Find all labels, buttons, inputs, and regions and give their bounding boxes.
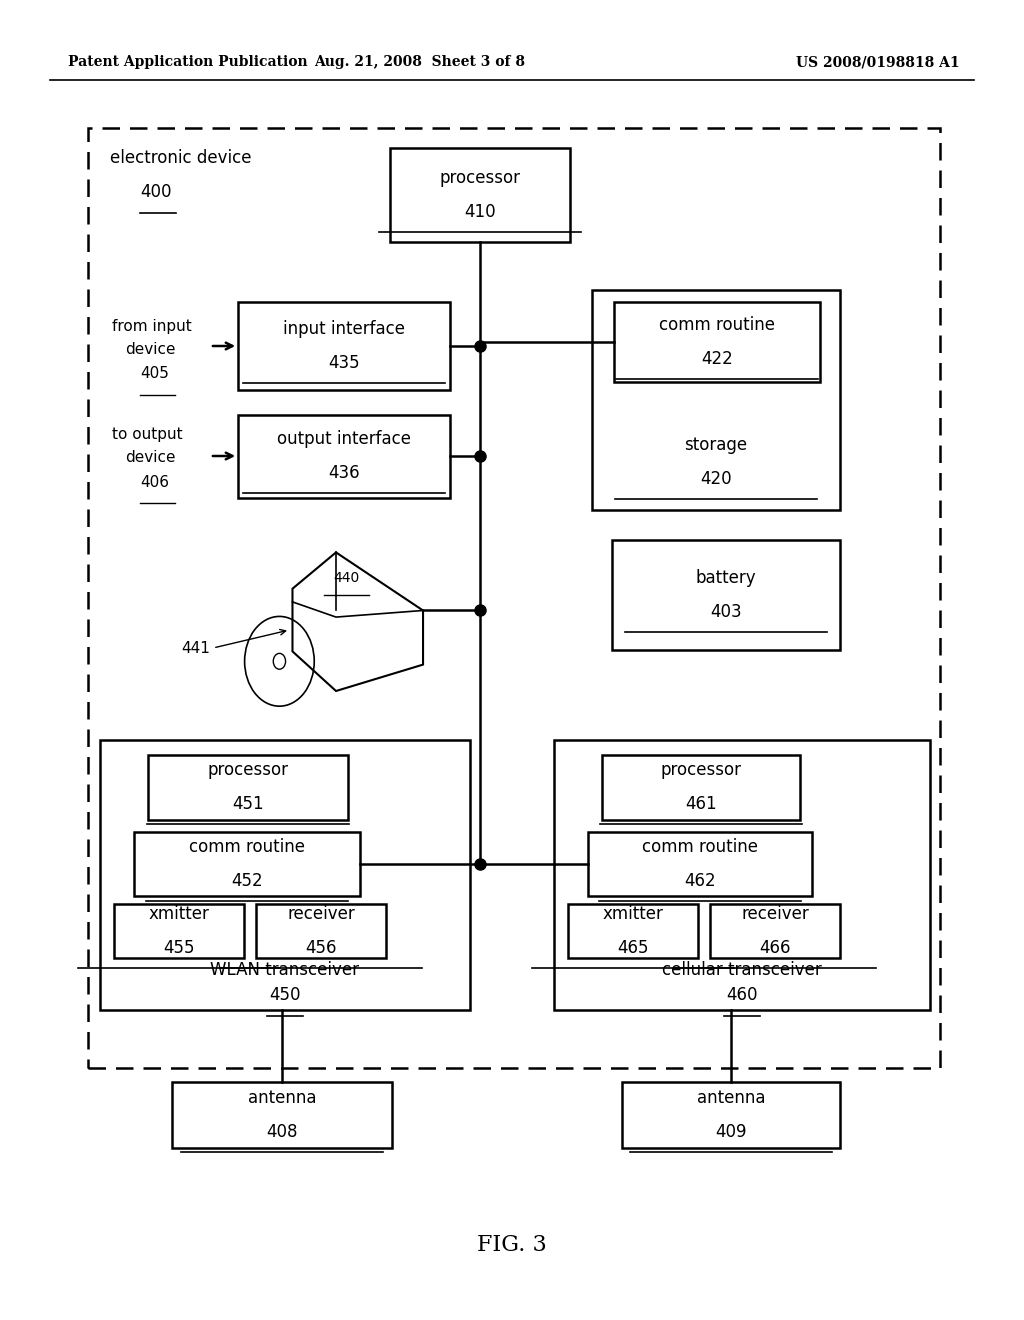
- Text: antenna: antenna: [248, 1089, 316, 1107]
- Text: 461: 461: [685, 795, 717, 813]
- Text: Aug. 21, 2008  Sheet 3 of 8: Aug. 21, 2008 Sheet 3 of 8: [314, 55, 525, 69]
- Text: battery: battery: [695, 569, 757, 587]
- Text: output interface: output interface: [278, 430, 411, 447]
- Text: 440: 440: [333, 570, 359, 585]
- Text: 409: 409: [715, 1123, 746, 1142]
- Text: 400: 400: [140, 183, 171, 201]
- Text: processor: processor: [208, 760, 289, 779]
- Text: comm routine: comm routine: [659, 315, 775, 334]
- Text: xmitter: xmitter: [148, 904, 210, 923]
- Text: 466: 466: [759, 939, 791, 957]
- Text: WLAN transceiver: WLAN transceiver: [211, 961, 359, 979]
- Bar: [614, 302, 820, 381]
- Bar: [88, 128, 940, 1068]
- Text: comm routine: comm routine: [642, 838, 758, 855]
- Text: cellular transceiver: cellular transceiver: [663, 961, 822, 979]
- Bar: [172, 1082, 392, 1148]
- Text: xmitter: xmitter: [602, 904, 664, 923]
- Text: 455: 455: [163, 939, 195, 957]
- Text: receiver: receiver: [741, 904, 809, 923]
- Text: comm routine: comm routine: [189, 838, 305, 855]
- Bar: [114, 904, 244, 958]
- Bar: [568, 904, 698, 958]
- Bar: [592, 290, 840, 510]
- Text: device: device: [125, 450, 175, 466]
- Text: processor: processor: [439, 169, 520, 187]
- Text: FIG. 3: FIG. 3: [477, 1234, 547, 1257]
- Text: receiver: receiver: [287, 904, 355, 923]
- Text: 406: 406: [140, 474, 169, 490]
- Text: electronic device: electronic device: [110, 149, 252, 168]
- Text: 408: 408: [266, 1123, 298, 1142]
- Text: 456: 456: [305, 939, 337, 957]
- Text: processor: processor: [660, 760, 741, 779]
- Text: Patent Application Publication: Patent Application Publication: [68, 55, 307, 69]
- Bar: [602, 755, 800, 820]
- Bar: [622, 1082, 840, 1148]
- Text: 441: 441: [181, 640, 210, 656]
- Text: 422: 422: [701, 350, 733, 368]
- Text: antenna: antenna: [696, 1089, 765, 1107]
- Text: 450: 450: [269, 986, 301, 1005]
- Text: 452: 452: [231, 873, 263, 890]
- Bar: [148, 755, 348, 820]
- Text: 435: 435: [328, 354, 359, 372]
- Bar: [554, 741, 930, 1010]
- Text: device: device: [125, 342, 175, 358]
- Text: input interface: input interface: [283, 319, 406, 338]
- Bar: [390, 148, 570, 242]
- Text: storage: storage: [684, 436, 748, 454]
- Bar: [238, 414, 450, 498]
- Bar: [710, 904, 840, 958]
- Text: 403: 403: [711, 603, 741, 622]
- Bar: [588, 832, 812, 896]
- Text: 410: 410: [464, 203, 496, 222]
- Bar: [612, 540, 840, 649]
- Text: 465: 465: [617, 939, 649, 957]
- Text: 405: 405: [140, 367, 169, 381]
- Text: 420: 420: [700, 470, 732, 488]
- Bar: [134, 832, 360, 896]
- Bar: [100, 741, 470, 1010]
- Text: 462: 462: [684, 873, 716, 890]
- Text: 436: 436: [328, 465, 359, 482]
- Text: to output: to output: [112, 426, 182, 441]
- Text: US 2008/0198818 A1: US 2008/0198818 A1: [797, 55, 961, 69]
- Text: from input: from input: [112, 318, 191, 334]
- Bar: [256, 904, 386, 958]
- Bar: [238, 302, 450, 389]
- Text: 460: 460: [726, 986, 758, 1005]
- Text: 451: 451: [232, 795, 264, 813]
